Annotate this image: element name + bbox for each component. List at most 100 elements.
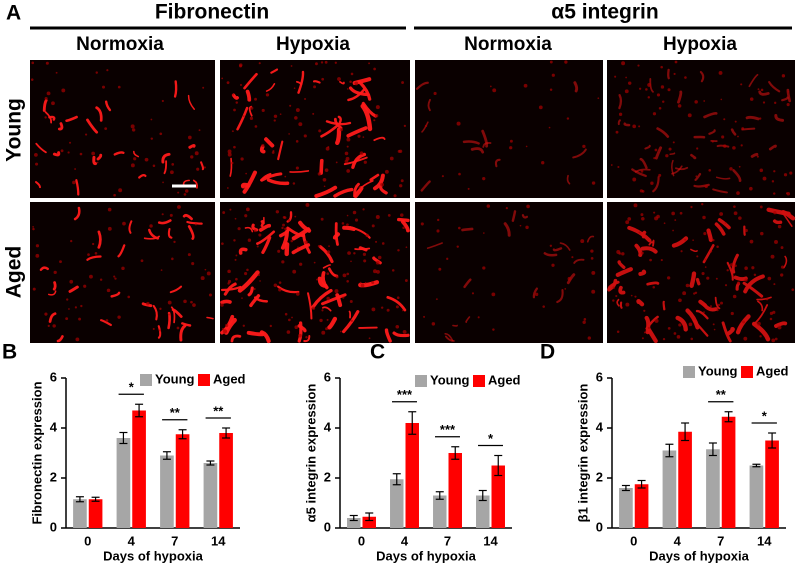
vessel [786, 88, 791, 103]
vessel [716, 144, 730, 148]
y-tick-label: 0 [596, 519, 603, 534]
vessel [163, 160, 168, 175]
speck [724, 284, 728, 287]
x-tick-label: 7 [444, 533, 451, 548]
vessel [206, 316, 214, 320]
legend-swatch [198, 374, 210, 386]
speck [538, 105, 543, 110]
speck [759, 168, 764, 173]
speck [167, 300, 172, 305]
vessel [317, 276, 328, 288]
vessel [463, 278, 472, 289]
speck [45, 61, 49, 65]
speck [187, 253, 191, 257]
vessel [634, 243, 643, 257]
speck [732, 146, 736, 150]
vessel [354, 247, 371, 251]
error-bar [621, 484, 630, 492]
speck [247, 238, 252, 242]
speck [627, 217, 632, 221]
speck [625, 76, 627, 79]
vessel [260, 220, 265, 228]
speck [229, 208, 232, 211]
speck [75, 337, 80, 342]
speck [190, 300, 193, 304]
speck [757, 88, 760, 91]
speck [690, 337, 694, 341]
speck [541, 161, 545, 165]
speck [420, 222, 424, 226]
speck [277, 249, 281, 253]
speck [258, 233, 262, 237]
speck [349, 300, 353, 304]
vessel [128, 220, 133, 234]
speck [246, 268, 249, 272]
speck [258, 62, 261, 65]
speck [244, 214, 248, 218]
vessel [573, 81, 579, 93]
vessel [452, 324, 458, 327]
speck [436, 229, 440, 233]
speck [328, 245, 330, 248]
speck [237, 227, 241, 231]
error-bar [178, 429, 187, 440]
speck [625, 220, 630, 225]
speck [773, 170, 776, 173]
speck [161, 99, 164, 103]
speck [242, 324, 245, 327]
speck [741, 127, 745, 131]
error-bar [665, 443, 674, 458]
vessel [311, 288, 333, 309]
speck [376, 269, 380, 274]
speck [505, 206, 508, 210]
speck [293, 87, 296, 90]
speck [672, 141, 675, 144]
x-tick-label: 4 [128, 533, 136, 548]
x-tick-label: 14 [757, 533, 772, 548]
speck [732, 294, 737, 299]
speck [350, 319, 353, 322]
speck [158, 329, 162, 332]
vessel [361, 101, 378, 118]
speck [583, 318, 587, 321]
speck [641, 337, 644, 340]
bar [721, 416, 736, 528]
bar [390, 479, 404, 528]
vessel [503, 222, 511, 237]
error-bar [478, 489, 487, 502]
speck [703, 232, 707, 236]
speck [233, 239, 236, 242]
vessel [347, 88, 366, 102]
vessel [342, 225, 356, 232]
speck [162, 181, 164, 184]
vessel [566, 174, 571, 185]
speck [295, 108, 300, 113]
speck [375, 214, 380, 219]
vessel [173, 80, 178, 98]
vessel [245, 89, 252, 102]
speck [275, 210, 280, 214]
vessel [616, 298, 620, 307]
speck [662, 337, 666, 341]
speck [107, 207, 112, 212]
speck [402, 329, 407, 334]
speck [150, 118, 153, 121]
speck [665, 154, 669, 158]
vessel [35, 142, 47, 154]
speck [743, 336, 748, 341]
speck [679, 211, 683, 215]
vessel [187, 225, 195, 240]
vessel [532, 287, 539, 299]
y-tick-label: 2 [50, 469, 57, 484]
vessel [774, 114, 785, 122]
micrograph [415, 60, 603, 198]
speck [347, 251, 351, 255]
speck [288, 318, 291, 322]
y-tick-label: 6 [324, 369, 331, 384]
speck [261, 108, 265, 113]
vessel [170, 306, 176, 324]
speck [678, 323, 682, 327]
speck [304, 97, 307, 100]
speck [319, 318, 323, 323]
